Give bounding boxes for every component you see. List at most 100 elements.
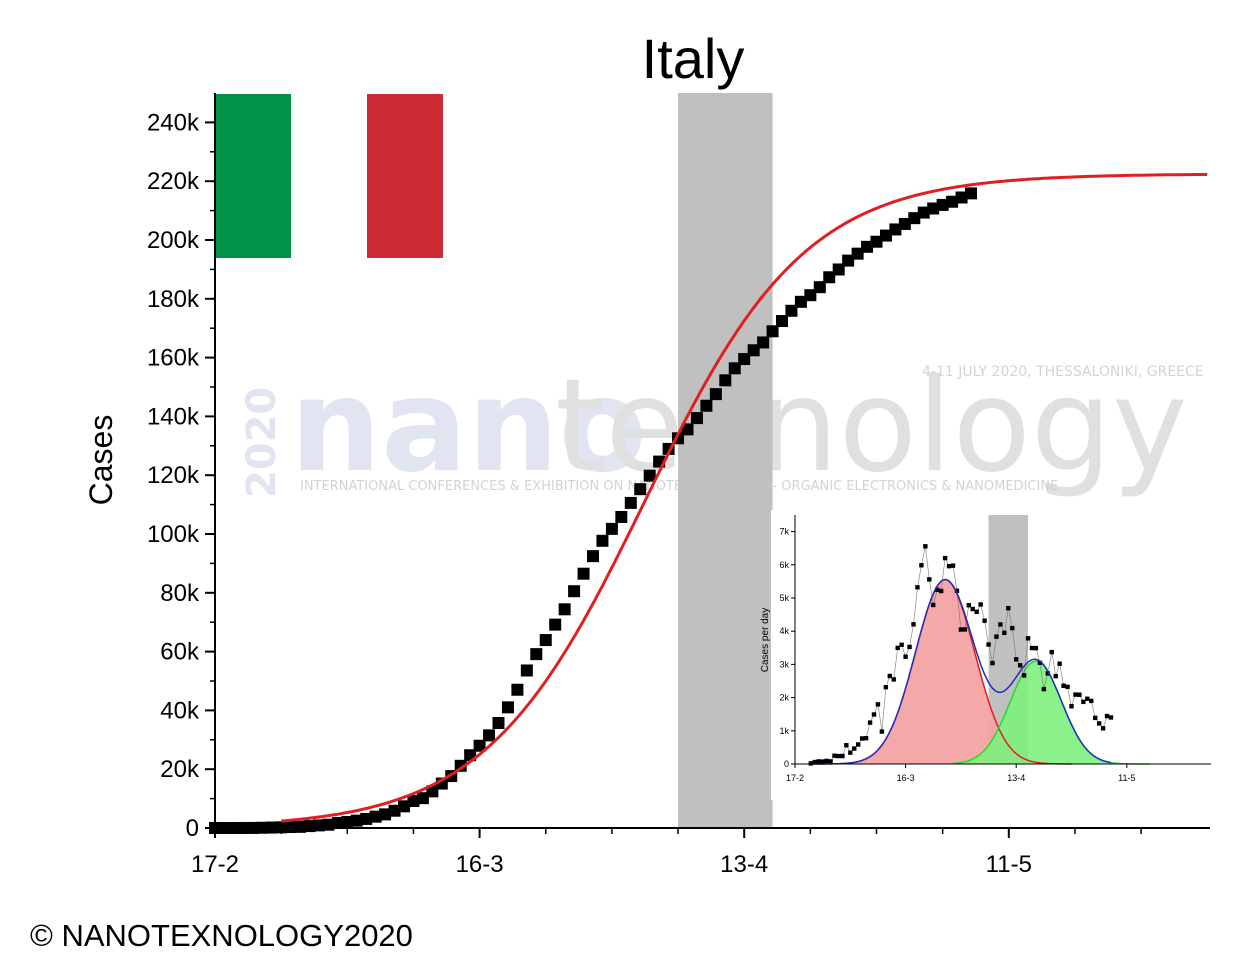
y-tick-label: 20k <box>160 756 200 783</box>
data-point <box>492 717 505 730</box>
data-point <box>388 804 401 817</box>
inset-data-point <box>840 753 845 759</box>
inset-data-point <box>1017 663 1023 668</box>
inset-data-point <box>828 759 833 764</box>
data-point <box>331 817 344 830</box>
y-tick-label: 120k <box>147 462 200 489</box>
inset-x-tick-label: 11-5 <box>1118 773 1135 783</box>
inset-daily-cases-chart: 0 1k 2k 3k 4k 5k 6k 7k 17-2 16-3 13-4 11-5 Cases p… <box>760 510 1216 800</box>
y-tick-label: 200k <box>147 227 200 254</box>
data-point <box>709 388 722 401</box>
inset-data-point <box>970 606 975 612</box>
data-point <box>766 325 779 338</box>
data-point <box>946 195 959 208</box>
y-axis-ticks: 0 20k 40k 60k 80k 100k 120k 140k 160k 180k 200k 220… <box>147 109 215 842</box>
inset-data-point <box>1006 605 1011 611</box>
data-point <box>927 202 940 215</box>
inset-data-point <box>974 609 979 614</box>
data-point <box>587 550 599 563</box>
data-point <box>728 362 741 375</box>
data-point <box>842 254 855 267</box>
data-point <box>719 374 732 387</box>
chart-title: Italy <box>642 27 745 90</box>
inset-data-point <box>1037 660 1043 666</box>
inset-data-point <box>1021 673 1027 678</box>
data-point <box>832 263 845 276</box>
inset-y-axis-ticks: 0 1k 2k 3k 4k 5k 6k 7k <box>779 527 795 769</box>
x-tick-label: 11-5 <box>986 851 1032 878</box>
inset-axes <box>794 515 1211 765</box>
data-point <box>473 739 486 752</box>
inset-data-point <box>1073 692 1078 697</box>
data-point <box>643 469 656 482</box>
x-tick-label: 13-4 <box>720 851 768 878</box>
watermark: 2020 nano texnology 4-11 JULY 2020, THES… <box>239 352 1204 501</box>
inset-x-tick-label: 13-4 <box>1007 773 1025 783</box>
inset-gaussian-2-area <box>953 661 1151 764</box>
inset-data-point <box>927 577 932 582</box>
x-tick-label: 16-3 <box>456 851 504 878</box>
inset-data-point <box>1053 673 1058 679</box>
data-point <box>294 820 307 833</box>
inset-y-axis-label: Cases per day <box>760 608 771 672</box>
inset-data-point <box>1033 645 1039 651</box>
inset-data-point <box>879 729 885 734</box>
inset-data-point <box>923 544 928 549</box>
inset-data-point <box>1069 704 1074 709</box>
y-tick-label: 60k <box>160 639 200 666</box>
logistic-fit-curve <box>280 172 1208 823</box>
inset-data-point <box>883 685 889 690</box>
data-point <box>823 271 836 284</box>
inset-data-point <box>994 634 999 639</box>
data-point <box>813 281 826 294</box>
data-point <box>350 814 363 827</box>
data-point <box>426 785 439 798</box>
copyright-notice: © NANOTEXNOLOGY2020 <box>30 918 413 953</box>
inset-x-axis-ticks: 17-2 16-3 13-4 11-5 <box>786 764 1135 783</box>
inset-data-point <box>1085 696 1090 701</box>
inset-y-tick-label: 4k <box>779 626 789 636</box>
y-axis-label: Cases <box>83 415 119 506</box>
data-point <box>879 229 892 242</box>
inset-data-point <box>871 712 877 717</box>
inset-y-tick-label: 2k <box>779 693 789 703</box>
inset-data-point <box>1108 715 1114 720</box>
inset-data-point <box>1002 630 1007 636</box>
data-point <box>889 223 902 236</box>
inset-data-point <box>1081 699 1086 705</box>
data-point <box>955 191 968 204</box>
inset-data-point <box>816 759 821 764</box>
y-tick-label: 220k <box>147 168 200 195</box>
inset-data-point <box>938 588 944 594</box>
inset-data-point <box>887 673 892 679</box>
inset-data-point <box>982 618 987 623</box>
data-point <box>794 295 807 308</box>
inset-data-point <box>859 736 865 741</box>
inset-data-point <box>1029 645 1035 651</box>
data-point <box>407 795 420 808</box>
data-point <box>558 603 571 616</box>
inset-data-point <box>812 759 817 765</box>
inset-data-point <box>856 742 861 747</box>
data-point <box>776 315 788 328</box>
shaded-period-band <box>678 93 773 828</box>
data-point <box>596 534 609 547</box>
data-point <box>369 810 382 823</box>
inset-data-point <box>1096 721 1102 726</box>
watermark-word-part1: nano <box>290 352 647 501</box>
inset-sum-fit-curve <box>810 578 1112 765</box>
inset-data-point <box>1093 715 1098 721</box>
inset-data-point <box>978 602 983 607</box>
data-point <box>624 496 637 509</box>
data-point <box>605 522 618 535</box>
inset-data-point <box>931 602 936 608</box>
inset-data-point <box>1057 661 1062 666</box>
data-point <box>615 510 628 523</box>
data-point <box>870 235 883 248</box>
data-point <box>379 808 392 821</box>
data-point <box>416 792 429 805</box>
x-axis-ticks: 17-2 16-3 13-4 11-5 <box>191 828 1142 878</box>
data-point <box>681 423 694 436</box>
inset-data-point <box>875 702 881 707</box>
